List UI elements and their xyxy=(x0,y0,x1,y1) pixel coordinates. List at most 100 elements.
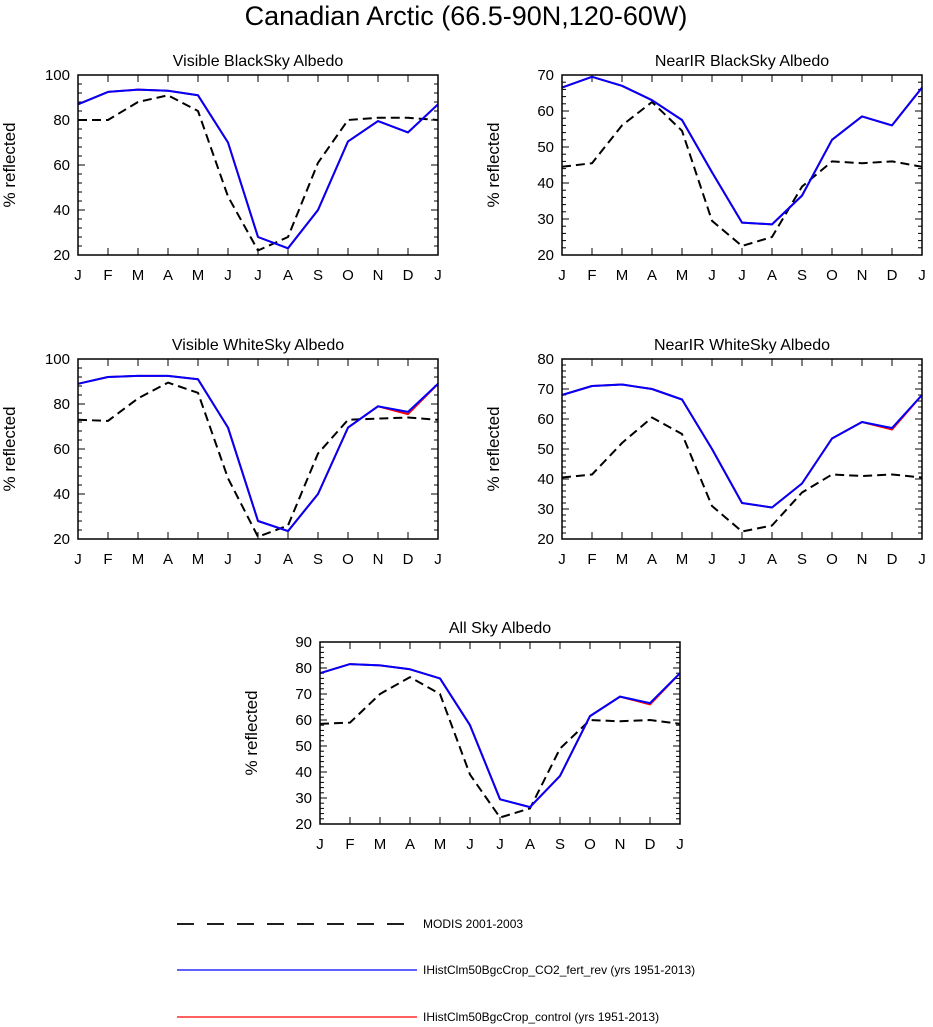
x-tick-label: N xyxy=(373,267,384,284)
x-tick-label: F xyxy=(587,267,596,284)
x-tick-label: A xyxy=(525,836,535,853)
y-axis-label: % reflected xyxy=(0,122,19,207)
y-tick-label: 20 xyxy=(537,531,554,548)
x-tick-label: A xyxy=(767,267,777,284)
x-tick-label: N xyxy=(857,551,868,568)
x-tick-label: J xyxy=(224,267,232,284)
x-tick-label: D xyxy=(403,267,414,284)
series-line xyxy=(78,94,439,252)
x-tick-label: M xyxy=(132,551,145,568)
x-tick-label: J xyxy=(708,551,716,568)
y-tick-label: 60 xyxy=(295,712,312,729)
x-tick-label: M xyxy=(132,267,145,284)
y-tick-label: 80 xyxy=(53,112,70,129)
x-tick-label: J xyxy=(254,551,262,568)
x-tick-label: J xyxy=(74,551,82,568)
series-line xyxy=(319,663,681,809)
x-tick-label: M xyxy=(616,267,629,284)
series-line xyxy=(561,416,923,533)
x-tick-label: M xyxy=(192,551,205,568)
series-line xyxy=(561,101,923,247)
x-tick-label: A xyxy=(647,551,657,568)
y-tick-label: 60 xyxy=(53,441,70,458)
x-tick-label: A xyxy=(647,267,657,284)
chart-panel-nearir-blacksky: NearIR BlackSky Albedo % reflected 20 30 40 5… xyxy=(484,53,926,284)
x-tick-label: M xyxy=(676,551,689,568)
y-axis-label: % reflected xyxy=(484,122,503,207)
x-tick-label: O xyxy=(584,836,596,853)
plot-frame xyxy=(77,74,439,256)
x-tick-label: J xyxy=(558,551,566,568)
chart-panel-visible-blacksky: Visible BlackSky Albedo % reflected 20 40 60… xyxy=(0,53,442,284)
y-tick-label: 60 xyxy=(53,157,70,174)
panel-title: NearIR BlackSky Albedo xyxy=(655,53,829,70)
series-line xyxy=(561,383,923,509)
x-tick-label: M xyxy=(434,836,447,853)
plot-frame xyxy=(561,74,923,256)
x-tick-label: J xyxy=(224,551,232,568)
x-tick-label: J xyxy=(254,267,262,284)
x-tick-label: A xyxy=(767,551,777,568)
x-tick-label: J xyxy=(708,267,716,284)
plot-frame xyxy=(561,358,923,540)
y-tick-label: 100 xyxy=(45,351,70,368)
y-tick-label: 40 xyxy=(537,471,554,488)
y-tick-label: 60 xyxy=(537,411,554,428)
x-tick-label: S xyxy=(555,836,565,853)
y-tick-label: 20 xyxy=(537,247,554,264)
y-tick-label: 30 xyxy=(295,790,312,807)
x-tick-label: J xyxy=(918,267,926,284)
y-tick-label: 40 xyxy=(537,175,554,192)
x-tick-label: S xyxy=(313,551,323,568)
x-tick-label: A xyxy=(405,836,415,853)
series-line xyxy=(319,663,681,809)
series-line xyxy=(561,75,923,226)
y-tick-label: 50 xyxy=(295,738,312,755)
series-line xyxy=(77,88,439,250)
y-axis-label: % reflected xyxy=(242,690,261,775)
y-tick-label: 80 xyxy=(295,660,312,677)
y-tick-label: 80 xyxy=(53,396,70,413)
x-tick-label: J xyxy=(434,551,442,568)
y-tick-label: 100 xyxy=(45,67,70,84)
x-tick-label: J xyxy=(918,551,926,568)
legend: MODIS 2001-2003 IHistClm50BgcCrop_CO2_fer… xyxy=(177,917,695,1024)
legend-label: IHistClm50BgcCrop_control (yrs 1951-2013… xyxy=(423,1010,659,1024)
chart-panel-nearir-whitesky: NearIR WhiteSky Albedo % reflected 20 30 40 5… xyxy=(484,337,926,568)
plot-frame xyxy=(77,358,439,540)
series-line xyxy=(77,374,439,533)
x-tick-label: N xyxy=(615,836,626,853)
x-tick-label: J xyxy=(676,836,684,853)
y-tick-label: 20 xyxy=(295,816,312,833)
x-tick-label: A xyxy=(283,267,293,284)
y-tick-label: 20 xyxy=(53,247,70,264)
x-tick-label: O xyxy=(826,267,838,284)
series-line xyxy=(561,75,923,226)
x-tick-label: M xyxy=(374,836,387,853)
y-tick-label: 70 xyxy=(537,381,554,398)
panel-title: NearIR WhiteSky Albedo xyxy=(654,337,830,354)
x-tick-label: D xyxy=(887,551,898,568)
y-tick-label: 80 xyxy=(537,351,554,368)
x-tick-label: D xyxy=(645,836,656,853)
panel-title: All Sky Albedo xyxy=(449,620,551,637)
y-tick-label: 60 xyxy=(537,103,554,120)
x-tick-label: S xyxy=(313,267,323,284)
y-tick-label: 20 xyxy=(53,531,70,548)
y-tick-label: 30 xyxy=(537,211,554,228)
y-tick-label: 30 xyxy=(537,501,554,518)
plot-frame xyxy=(319,641,681,825)
x-tick-label: J xyxy=(738,551,746,568)
x-tick-label: F xyxy=(345,836,354,853)
x-tick-label: N xyxy=(857,267,868,284)
x-tick-label: M xyxy=(676,267,689,284)
x-tick-label: J xyxy=(74,267,82,284)
y-tick-label: 40 xyxy=(295,764,312,781)
y-tick-label: 50 xyxy=(537,139,554,156)
chart-panel-visible-whitesky: Visible WhiteSky Albedo % reflected 20 40 60… xyxy=(0,337,442,568)
panel-title: Visible WhiteSky Albedo xyxy=(172,337,344,354)
x-tick-label: S xyxy=(797,551,807,568)
x-tick-label: O xyxy=(826,551,838,568)
x-tick-label: N xyxy=(373,551,384,568)
